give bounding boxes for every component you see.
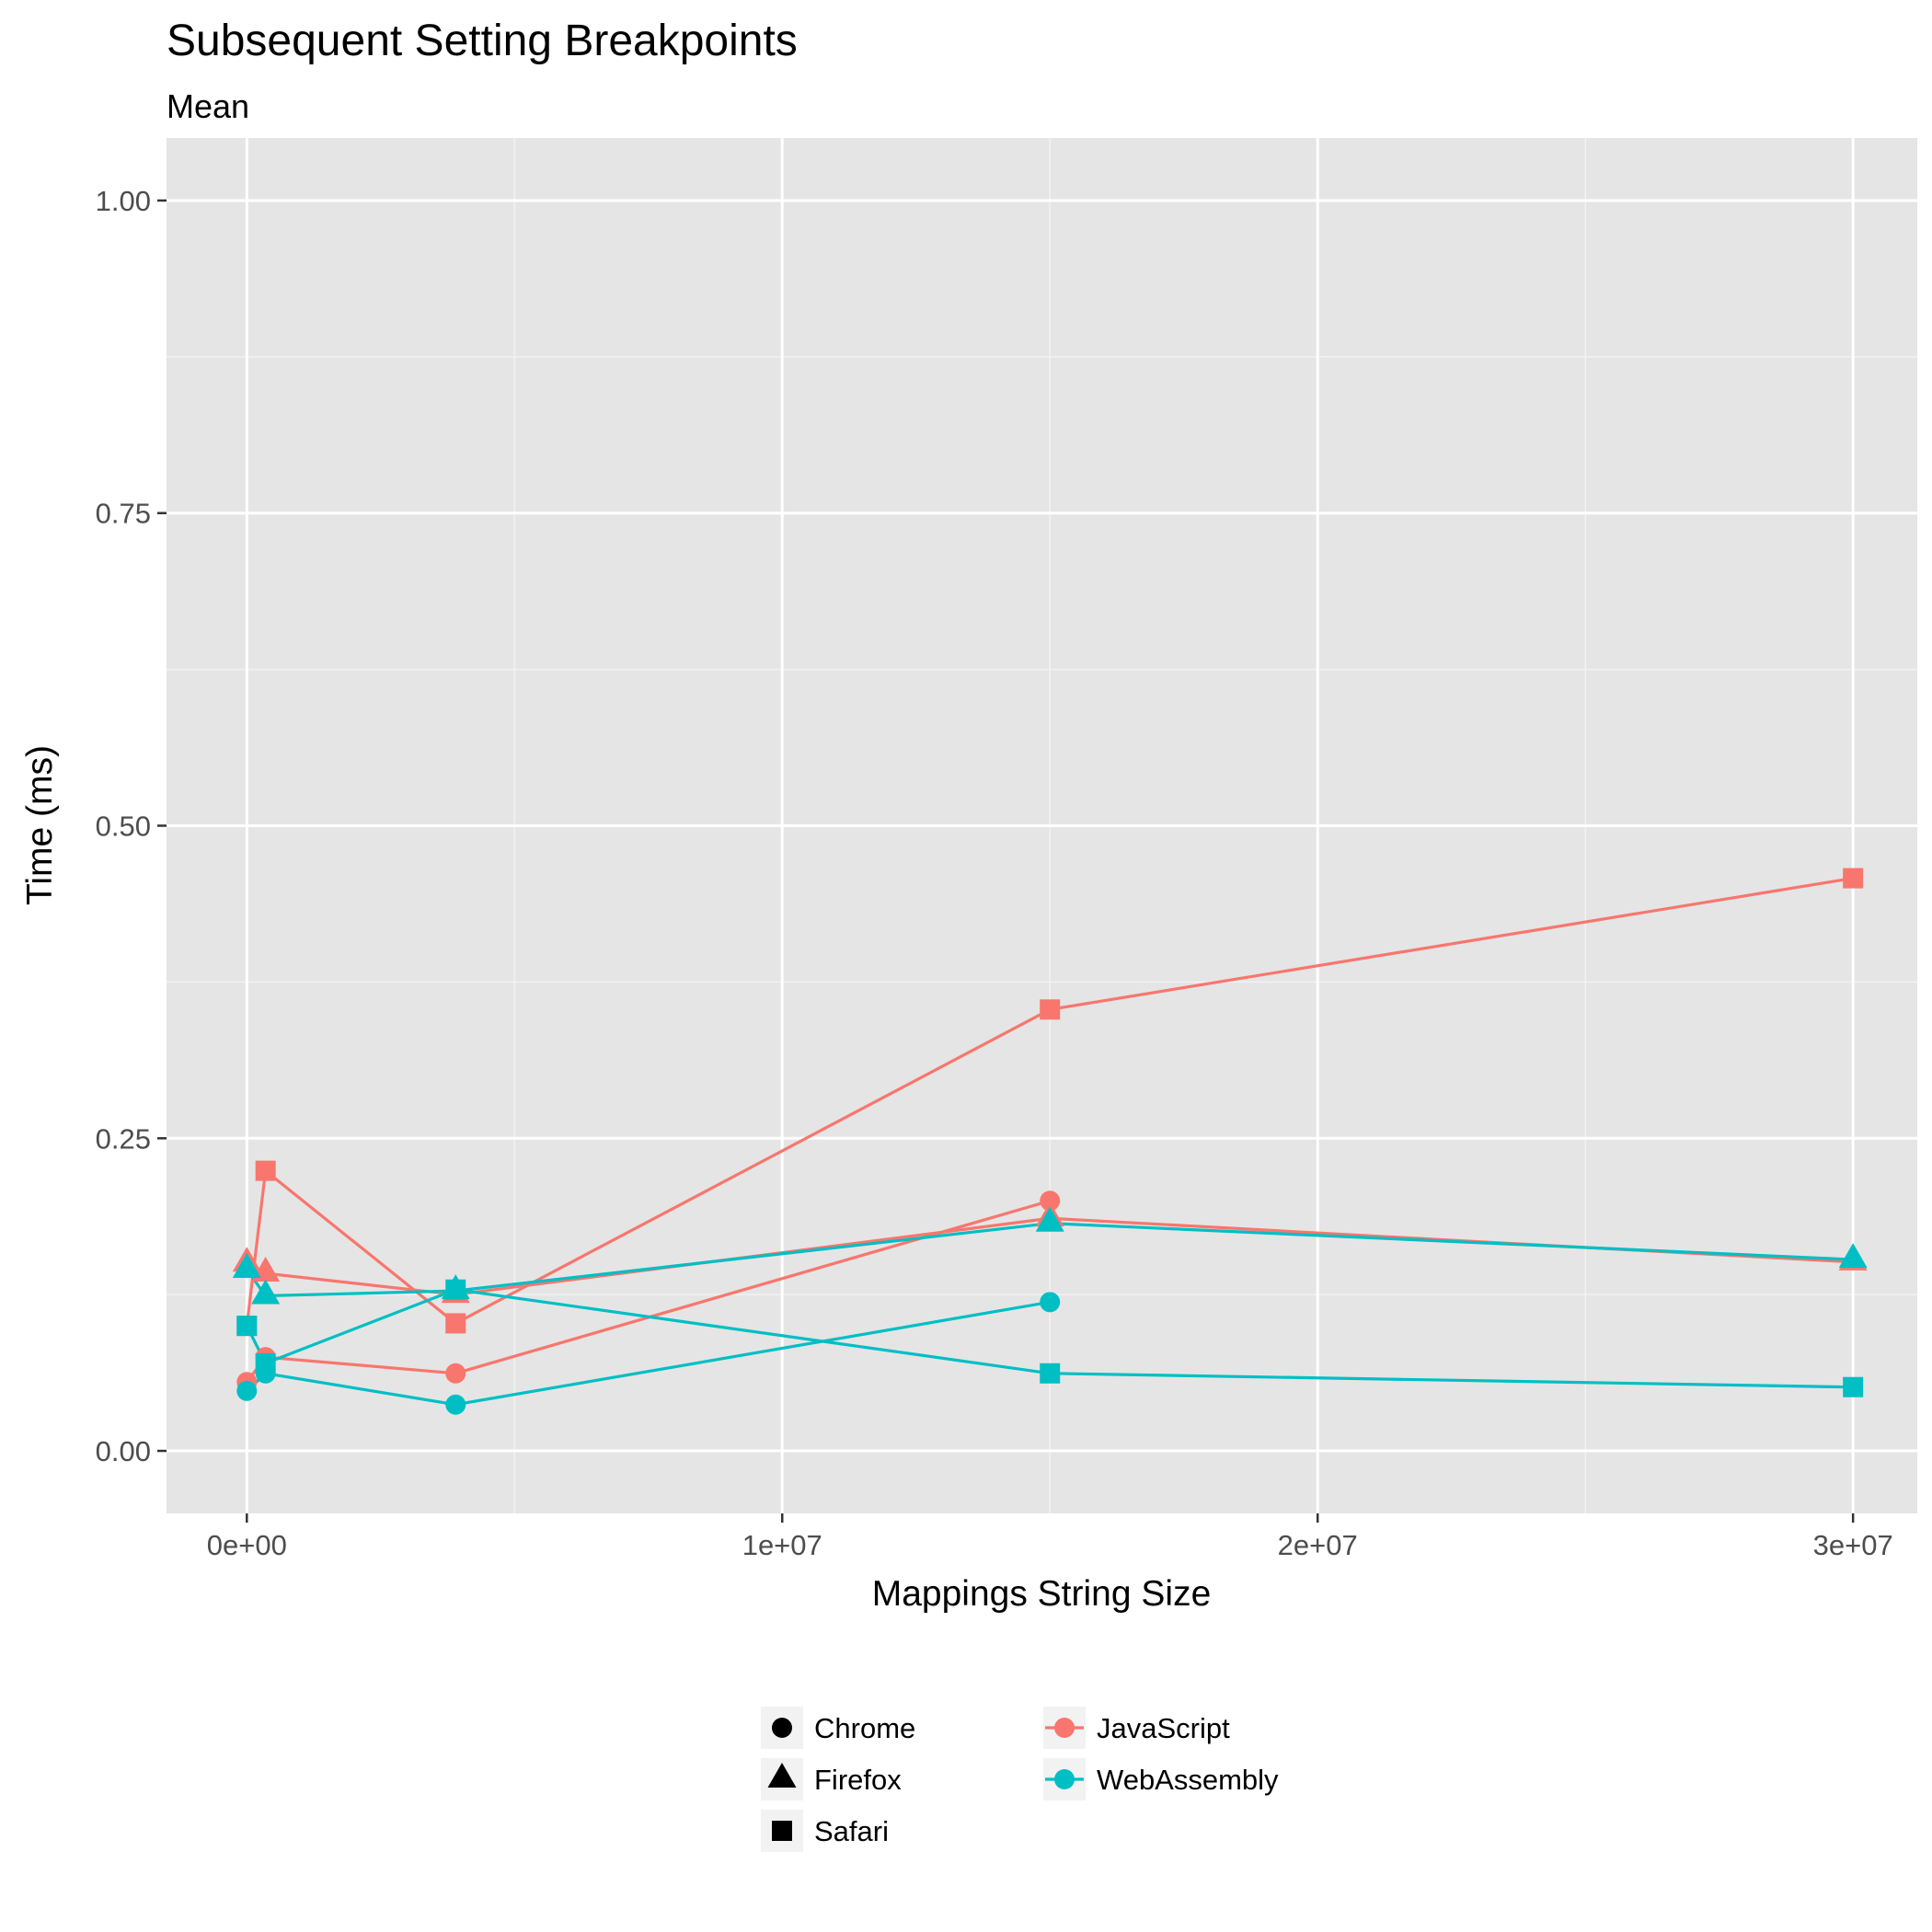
data-point — [1035, 1206, 1064, 1232]
x-axis-title: Mappings String Size — [872, 1574, 1212, 1614]
legend-symbol — [1054, 1769, 1075, 1789]
legend-label: JavaScript — [1097, 1712, 1230, 1744]
x-tick-label: 3e+07 — [1813, 1529, 1893, 1561]
data-point — [1838, 1243, 1868, 1269]
x-tick-label: 0e+00 — [207, 1529, 287, 1561]
x-tick-label: 1e+07 — [742, 1529, 822, 1561]
legend-label: Chrome — [814, 1712, 915, 1744]
data-point — [1040, 1190, 1061, 1212]
y-tick-label: 1.00 — [96, 185, 151, 217]
data-point — [445, 1394, 466, 1415]
chart-title: Subsequent Setting Breakpoints — [167, 17, 798, 65]
x-tick-label: 2e+07 — [1278, 1529, 1358, 1561]
legend-symbol — [772, 1821, 792, 1841]
data-point — [236, 1316, 258, 1337]
y-tick-label: 0.75 — [96, 498, 151, 530]
y-axis-title: Time (ms) — [20, 745, 60, 905]
data-point — [1040, 999, 1061, 1020]
legend-label: WebAssembly — [1097, 1764, 1279, 1796]
y-tick-label: 0.00 — [96, 1435, 151, 1467]
data-point — [251, 1279, 281, 1305]
data-point — [1843, 868, 1864, 889]
y-axis: 0.00 0.25 0.50 0.75 1.00 — [96, 185, 167, 1467]
data-point — [445, 1313, 466, 1334]
data-point — [1843, 1376, 1864, 1397]
data-point — [236, 1380, 258, 1401]
legend-symbol — [772, 1718, 792, 1738]
data-point — [1040, 1292, 1061, 1313]
legend: Chrome Firefox Safari JavaScript WebAssembl… — [761, 1707, 1279, 1852]
legend-label: Firefox — [814, 1764, 902, 1796]
chart-subtitle: Mean — [167, 87, 249, 125]
series-points — [232, 868, 1868, 1415]
data-point — [255, 1160, 276, 1181]
data-point — [1040, 1363, 1061, 1384]
y-tick-label: 0.25 — [96, 1122, 151, 1155]
data-point — [232, 1252, 261, 1278]
legend-shape-group: Chrome Firefox Safari — [761, 1707, 915, 1852]
y-tick-label: 0.50 — [96, 811, 151, 843]
data-point — [445, 1279, 466, 1300]
data-point — [255, 1352, 276, 1374]
legend-color-group: JavaScript WebAssembly — [1043, 1707, 1279, 1800]
legend-symbol — [767, 1763, 797, 1788]
legend-label: Safari — [814, 1815, 889, 1847]
legend-symbol — [1054, 1718, 1075, 1738]
x-axis: 0e+00 1e+07 2e+07 3e+07 — [207, 1513, 1893, 1561]
grid-major — [167, 138, 1917, 1513]
data-point — [445, 1363, 466, 1384]
